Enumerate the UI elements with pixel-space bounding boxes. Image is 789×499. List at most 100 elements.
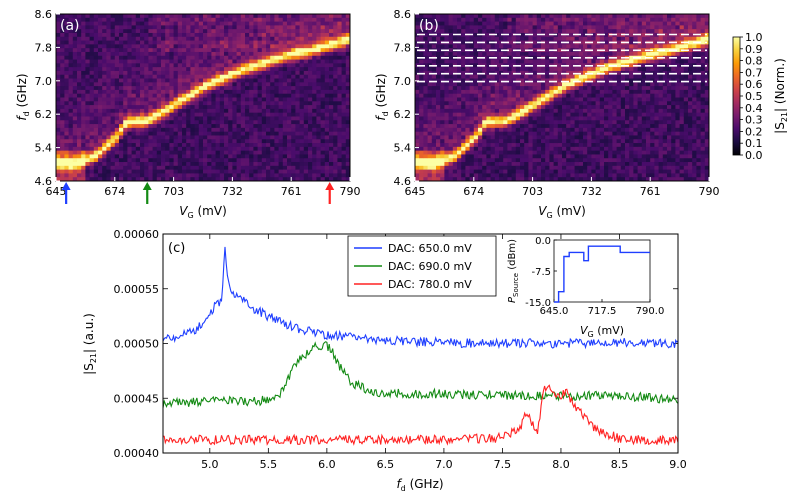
heatmap-cell bbox=[503, 101, 508, 105]
heatmap-cell bbox=[325, 113, 330, 117]
heatmap-cell bbox=[211, 113, 216, 117]
heatmap-cell bbox=[157, 29, 162, 33]
heatmap-cell bbox=[262, 52, 267, 56]
heatmap-cell bbox=[333, 44, 338, 48]
heatmap-cell bbox=[541, 82, 546, 86]
heatmap-cell bbox=[300, 116, 305, 120]
heatmap-cell bbox=[119, 33, 124, 37]
heatmap-cell bbox=[295, 173, 300, 177]
heatmap-cell bbox=[119, 147, 124, 151]
heatmap-cell bbox=[342, 113, 347, 117]
heatmap-cell bbox=[449, 90, 454, 94]
heatmap-cell bbox=[241, 101, 246, 105]
heatmap-cell bbox=[308, 143, 313, 147]
heatmap-cell bbox=[325, 37, 330, 41]
heatmap-cell bbox=[119, 98, 124, 102]
heatmap-cell bbox=[195, 44, 200, 48]
heatmap-cell bbox=[432, 94, 437, 98]
heatmap-cell bbox=[199, 41, 204, 45]
heatmap-cell bbox=[478, 105, 483, 109]
heatmap-cell bbox=[295, 113, 300, 117]
heatmap-cell bbox=[432, 101, 437, 105]
heatmap-cell bbox=[440, 86, 445, 90]
heatmap-cell bbox=[482, 154, 487, 158]
heatmap-cell bbox=[274, 124, 279, 128]
heatmap-cell bbox=[495, 124, 500, 128]
heatmap-cell bbox=[115, 116, 120, 120]
heatmap-cell bbox=[449, 63, 454, 67]
heatmap-cell bbox=[90, 162, 95, 166]
heatmap-cell bbox=[440, 105, 445, 109]
heatmap-cell bbox=[245, 162, 250, 166]
heatmap-cell bbox=[415, 120, 420, 124]
heatmap-cell bbox=[333, 147, 338, 151]
heatmap-cell bbox=[512, 158, 517, 162]
heatmap-cell bbox=[190, 25, 195, 29]
heatmap-cell bbox=[203, 86, 208, 90]
heatmap-cell bbox=[465, 109, 470, 113]
heatmap-cell bbox=[575, 135, 580, 139]
heatmap-cell bbox=[249, 79, 254, 83]
heatmap-cell bbox=[199, 67, 204, 71]
heatmap-cell bbox=[182, 98, 187, 102]
heatmap-cell bbox=[56, 41, 61, 45]
heatmap-cell bbox=[203, 116, 208, 120]
heatmap-cell bbox=[342, 33, 347, 37]
heatmap-cell bbox=[342, 105, 347, 109]
heatmap-cell bbox=[64, 120, 69, 124]
heatmap-cell bbox=[140, 154, 145, 158]
heatmap-cell bbox=[140, 18, 145, 22]
heatmap-cell bbox=[329, 67, 334, 71]
heatmap-cell bbox=[165, 22, 170, 26]
heatmap-cell bbox=[321, 60, 326, 64]
heatmap-cell bbox=[77, 147, 82, 151]
heatmap-cell bbox=[478, 60, 483, 64]
heatmap-cell bbox=[253, 82, 258, 86]
heatmap-cell bbox=[482, 67, 487, 71]
heatmap-cell bbox=[270, 173, 275, 177]
heatmap-cell bbox=[232, 52, 237, 56]
heatmap-cell bbox=[428, 170, 433, 174]
heatmap-cell bbox=[77, 71, 82, 75]
heatmap-cell bbox=[312, 116, 317, 120]
heatmap-cell bbox=[228, 113, 233, 117]
heatmap-cell bbox=[203, 158, 208, 162]
heatmap-cell bbox=[165, 67, 170, 71]
heatmap-cell bbox=[64, 143, 69, 147]
heatmap-cell bbox=[342, 124, 347, 128]
heatmap-cell bbox=[157, 98, 162, 102]
heatmap-cell bbox=[423, 173, 428, 177]
heatmap-cell bbox=[123, 105, 128, 109]
heatmap-cell bbox=[237, 44, 242, 48]
heatmap-cell bbox=[528, 170, 533, 174]
heatmap-cell bbox=[140, 105, 145, 109]
heatmap-cell bbox=[579, 44, 584, 48]
heatmap-cell bbox=[329, 25, 334, 29]
heatmap-cell bbox=[541, 128, 546, 132]
heatmap-cell bbox=[266, 90, 271, 94]
heatmap-cell bbox=[90, 79, 95, 83]
heatmap-cell bbox=[321, 173, 326, 177]
heatmap-cell bbox=[304, 151, 309, 155]
heatmap-cell bbox=[491, 120, 496, 124]
heatmap-cell bbox=[245, 63, 250, 67]
heatmap-cell bbox=[312, 162, 317, 166]
heatmap-cell bbox=[274, 94, 279, 98]
heatmap-cell bbox=[549, 52, 554, 56]
heatmap-cell bbox=[436, 52, 441, 56]
heatmap-cell bbox=[516, 132, 521, 136]
heatmap-cell bbox=[69, 90, 74, 94]
heatmap-cell bbox=[123, 71, 128, 75]
heatmap-cell bbox=[337, 22, 342, 26]
heatmap-cell bbox=[562, 154, 567, 158]
heatmap-cell bbox=[512, 52, 517, 56]
heatmap-cell bbox=[203, 94, 208, 98]
heatmap-cell bbox=[478, 124, 483, 128]
heatmap-cell bbox=[524, 75, 529, 79]
heatmap-cell bbox=[554, 120, 559, 124]
heatmap-cell bbox=[474, 105, 479, 109]
heatmap-cell bbox=[325, 82, 330, 86]
heatmap-cell bbox=[533, 44, 538, 48]
heatmap-cell bbox=[216, 113, 221, 117]
heatmap-cell bbox=[249, 56, 254, 60]
